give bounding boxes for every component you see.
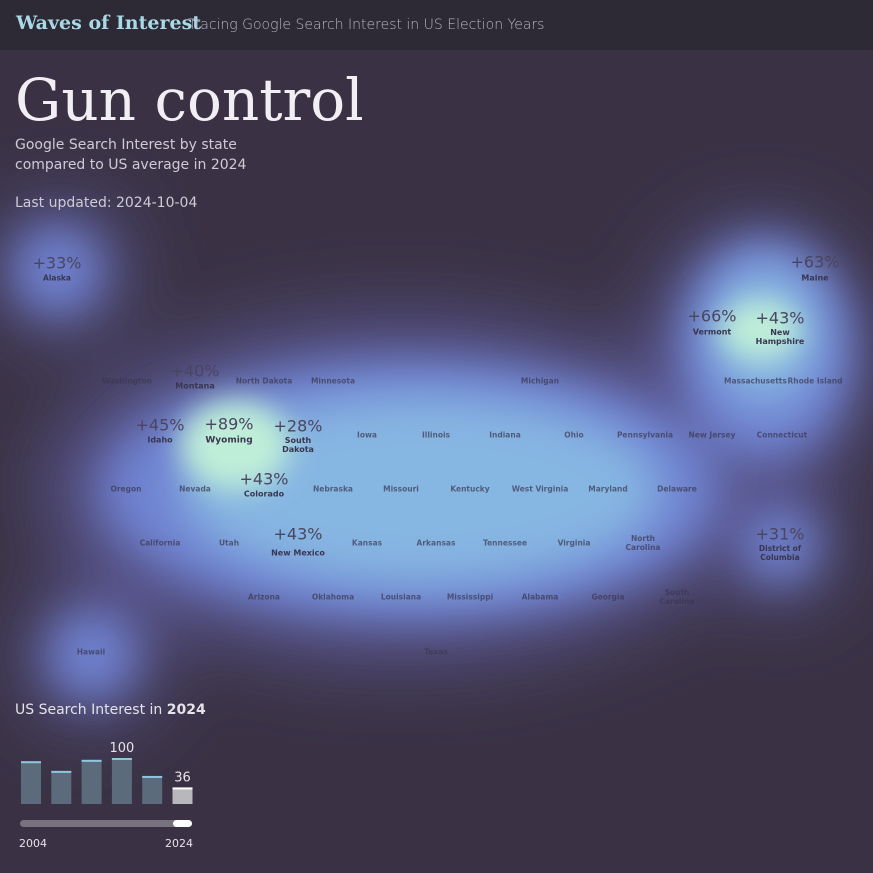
state-name: Massachusetts bbox=[724, 376, 787, 386]
state-name: Kansas bbox=[351, 538, 383, 548]
last-updated: Last updated: 2024-10-04 bbox=[15, 195, 198, 211]
header: Waves of Interest Tracing Google Search … bbox=[0, 0, 873, 50]
state-interest: +89% bbox=[204, 414, 254, 434]
bar-cap bbox=[21, 761, 41, 764]
state-interest: +66% bbox=[687, 306, 737, 326]
state-name: Georgia bbox=[591, 592, 625, 602]
state-name: Arkansas bbox=[416, 538, 456, 548]
bar-cap bbox=[172, 787, 193, 790]
state-name: Minnesota bbox=[310, 376, 356, 386]
bar bbox=[81, 759, 102, 804]
state-name: Alaska bbox=[43, 273, 71, 283]
description: Google Search Interest by state bbox=[15, 137, 237, 153]
state-name: New Jersey bbox=[688, 430, 736, 440]
bar bbox=[21, 761, 41, 804]
state-name: Arizona bbox=[248, 592, 280, 602]
state-name: Alabama bbox=[521, 592, 559, 602]
state-name: New Hampshire bbox=[755, 328, 805, 346]
state-name: Montana bbox=[175, 381, 215, 391]
state-name: Mississippi bbox=[446, 592, 494, 602]
state-name: West Virginia bbox=[511, 484, 569, 494]
state-name: Virginia bbox=[557, 538, 591, 548]
state-name: Idaho bbox=[147, 435, 173, 445]
state-name: Oklahoma bbox=[311, 592, 355, 602]
bar-cap bbox=[142, 775, 163, 778]
state-name: South Carolina bbox=[659, 588, 695, 606]
state-name: South Dakota bbox=[282, 436, 314, 454]
topic-title: Gun control bbox=[15, 66, 364, 134]
state-name: Missouri bbox=[383, 484, 419, 494]
state-name: District of Columbia bbox=[758, 544, 802, 562]
state-name: Oregon bbox=[110, 484, 142, 494]
state-name: Iowa bbox=[357, 430, 377, 440]
state-name: Louisiana bbox=[380, 592, 422, 602]
state-name: North Carolina bbox=[625, 534, 661, 552]
site-subtitle: Tracing Google Search Interest in US Ele… bbox=[188, 17, 545, 33]
state-name: Illinois bbox=[421, 430, 451, 440]
state-name: Vermont bbox=[692, 327, 732, 337]
bar bbox=[51, 770, 72, 804]
state-name: Delaware bbox=[657, 484, 697, 494]
state-name: Tennessee bbox=[482, 538, 528, 548]
state-name: Maine bbox=[801, 273, 829, 283]
state-interest: +28% bbox=[273, 416, 323, 436]
state-name: Hawaii bbox=[76, 647, 106, 657]
bar bbox=[142, 775, 163, 804]
state-name: Wyoming bbox=[205, 435, 253, 446]
chart-title-text: US Search Interest in bbox=[15, 702, 162, 718]
bar bbox=[172, 787, 193, 804]
state-interest: +43% bbox=[239, 469, 289, 489]
bar-cap bbox=[111, 758, 132, 760]
state-interest: +45% bbox=[135, 415, 185, 435]
state-name: Ohio bbox=[564, 430, 584, 440]
slider-knob[interactable] bbox=[173, 820, 192, 827]
description: compared to US average in 2024 bbox=[15, 157, 247, 173]
site-title[interactable]: Waves of Interest bbox=[16, 12, 202, 34]
chart-title-year: 2024 bbox=[167, 702, 206, 718]
year-label: 2004 bbox=[19, 837, 47, 850]
value-label: 100 bbox=[109, 741, 134, 756]
year-slider[interactable] bbox=[20, 820, 192, 827]
state-name: Pennsylvania bbox=[616, 430, 674, 440]
bar-chart: US Search Interest in 2024 2004 100 36 2024 bbox=[15, 702, 206, 850]
state-interest: +43% bbox=[755, 308, 805, 328]
state-interest: +63% bbox=[790, 252, 840, 272]
state-interest: +31% bbox=[755, 524, 805, 544]
state-name: Rhode Island bbox=[787, 376, 843, 386]
state-interest: +33% bbox=[32, 253, 82, 273]
state-name: Nebraska bbox=[312, 484, 353, 494]
year-label: 2024 bbox=[165, 837, 193, 850]
state-name: Colorado bbox=[243, 489, 285, 499]
state-name: Nevada bbox=[179, 484, 211, 494]
state-name: Connecticut bbox=[756, 430, 808, 440]
state-name: Kentucky bbox=[450, 484, 490, 494]
bar-cap bbox=[51, 770, 72, 773]
state-name: Maryland bbox=[588, 484, 628, 494]
bar-cap bbox=[81, 759, 102, 762]
state-name: Utah bbox=[218, 538, 240, 548]
state-name: Indiana bbox=[489, 430, 521, 440]
chart-title: US Search Interest in 2024 bbox=[15, 702, 206, 718]
state-interest: +43% bbox=[273, 524, 323, 544]
bar bbox=[111, 758, 132, 804]
state-interest: +40% bbox=[170, 361, 220, 381]
state-name: New Mexico bbox=[271, 548, 325, 558]
state-name: North Dakota bbox=[235, 376, 293, 386]
state-name: Washington bbox=[101, 376, 153, 386]
value-label: 36 bbox=[174, 770, 191, 785]
state-name: California bbox=[139, 538, 181, 548]
state-name: Michigan bbox=[520, 376, 560, 386]
state-name: Texas bbox=[424, 647, 448, 657]
